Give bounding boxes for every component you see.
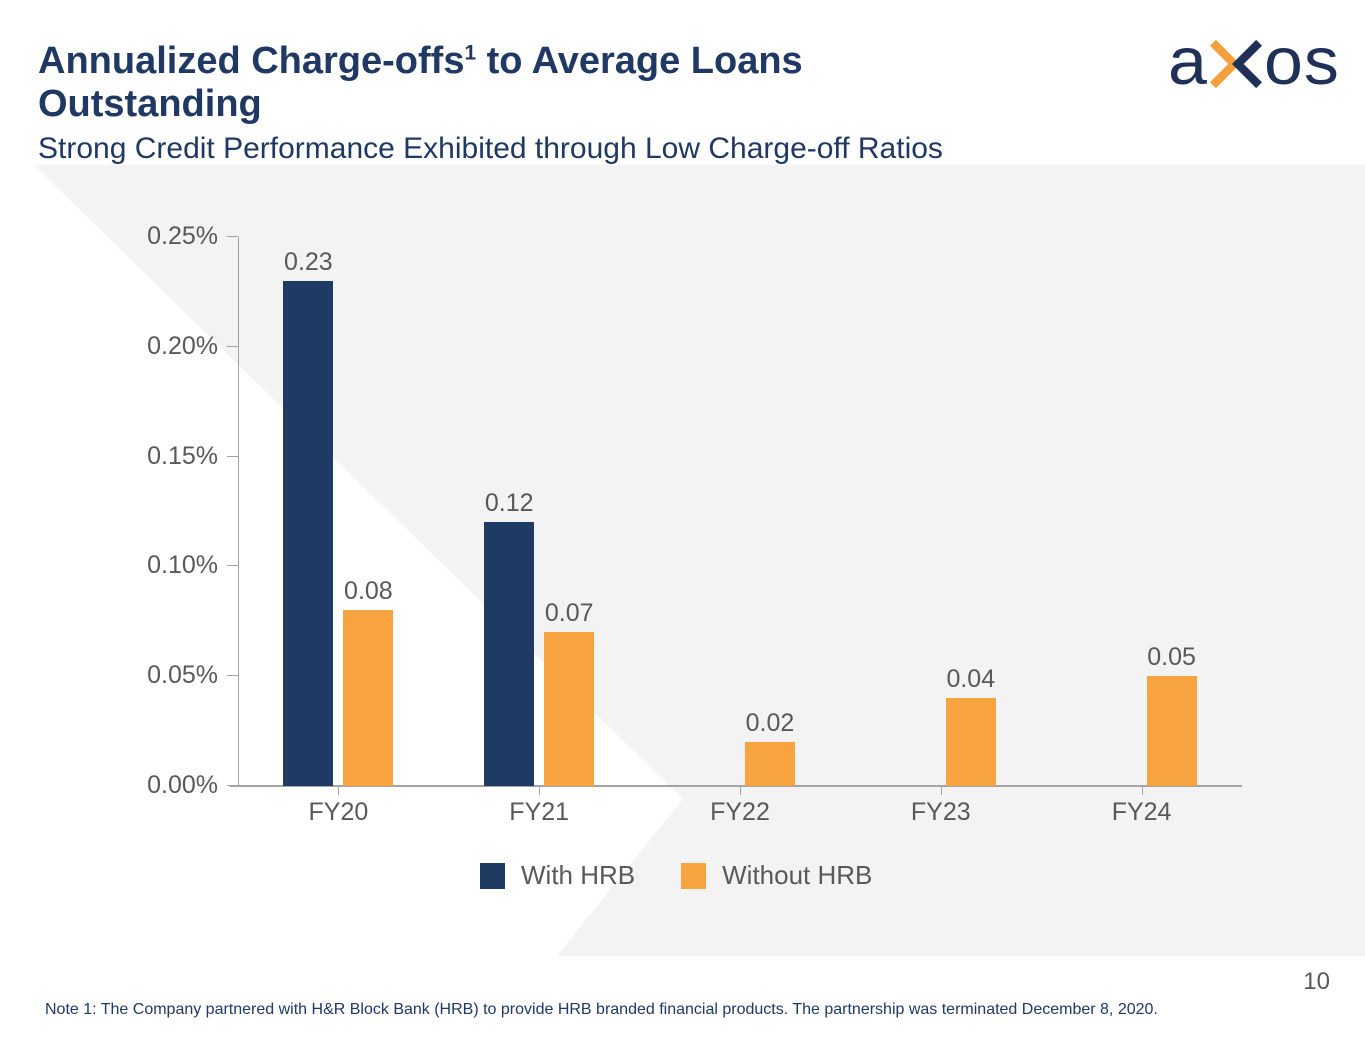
- x-axis-line: [230, 785, 1242, 787]
- axos-logo: a os: [1168, 23, 1340, 99]
- value-label-without-hrb-fy20: 0.08: [344, 577, 393, 606]
- slide-title-footnote-marker: 1: [464, 41, 477, 65]
- x-axis-category-label: FY22: [710, 798, 770, 826]
- y-axis-tick-label: 0.15%: [147, 441, 218, 470]
- y-axis-tick-label: 0.10%: [147, 551, 218, 580]
- legend-label: Without HRB: [722, 860, 873, 890]
- bar-with-hrb-fy20: [283, 280, 334, 786]
- value-label-without-hrb-fy24: 0.05: [1147, 643, 1196, 672]
- x-axis-tick: [338, 787, 340, 795]
- y-axis-tick: [227, 345, 238, 347]
- slide-subtitle: Strong Credit Performance Exhibited thro…: [38, 132, 943, 165]
- value-label-with-hrb-fy21: 0.12: [484, 489, 534, 518]
- y-axis-tick: [227, 565, 238, 567]
- bar-without-hrb-fy21: [544, 632, 595, 786]
- x-axis-tick: [539, 787, 541, 795]
- bar-without-hrb-fy22: [745, 742, 795, 786]
- y-axis-tick-label: 0.25%: [147, 222, 218, 250]
- x-axis-category-label: FY21: [509, 798, 570, 826]
- x-axis-tick: [940, 787, 942, 795]
- value-label-without-hrb-fy21: 0.07: [544, 599, 594, 628]
- y-axis-line: [238, 237, 239, 786]
- y-axis-tick-label: 0.20%: [147, 331, 218, 360]
- y-axis-tick: [227, 455, 238, 457]
- page-number: 10: [1303, 968, 1330, 995]
- bar-without-hrb-fy20: [343, 610, 394, 786]
- value-label-without-hrb-fy22: 0.02: [745, 709, 795, 738]
- x-axis-category-label: FY24: [1111, 798, 1172, 826]
- value-label-with-hrb-fy20: 0.23: [284, 247, 333, 276]
- legend-swatch-navy: [480, 862, 505, 889]
- bar-without-hrb-fy23: [945, 698, 996, 786]
- logo-letter-a: a: [1168, 23, 1208, 99]
- legend-swatch-orange: [681, 862, 707, 889]
- x-axis-category-label: FY20: [308, 798, 369, 826]
- slide-title-text-cont: to Average Loans Outstanding: [38, 40, 803, 126]
- x-axis-tick: [1141, 787, 1143, 795]
- y-axis-tick-label: 0.00%: [147, 771, 218, 799]
- legend-item-with-hrb: With HRB: [480, 860, 635, 891]
- bar-without-hrb-fy24: [1146, 676, 1197, 786]
- logo-letters-os: os: [1263, 23, 1340, 99]
- chart-legend: With HRB Without HRB: [480, 860, 872, 891]
- x-axis-tick: [740, 787, 741, 795]
- y-axis-tick: [227, 675, 238, 677]
- y-axis-tick: [227, 785, 238, 786]
- value-label-without-hrb-fy23: 0.04: [946, 665, 996, 694]
- footnote: Note 1: The Company partnered with H&R B…: [45, 1001, 1158, 1018]
- bar-with-hrb-fy21: [484, 522, 535, 786]
- y-axis-tick: [227, 236, 238, 237]
- legend-item-without-hrb: Without HRB: [681, 860, 872, 891]
- logo-x-icon: [1209, 40, 1262, 88]
- x-axis-category-label: FY23: [910, 798, 971, 826]
- slide-title: Annualized Charge-offs1 to Average Loans…: [38, 40, 938, 127]
- y-axis-tick-label: 0.05%: [147, 661, 218, 690]
- slide-title-text: Annualized Charge-offs: [38, 40, 465, 82]
- legend-label: With HRB: [521, 860, 636, 890]
